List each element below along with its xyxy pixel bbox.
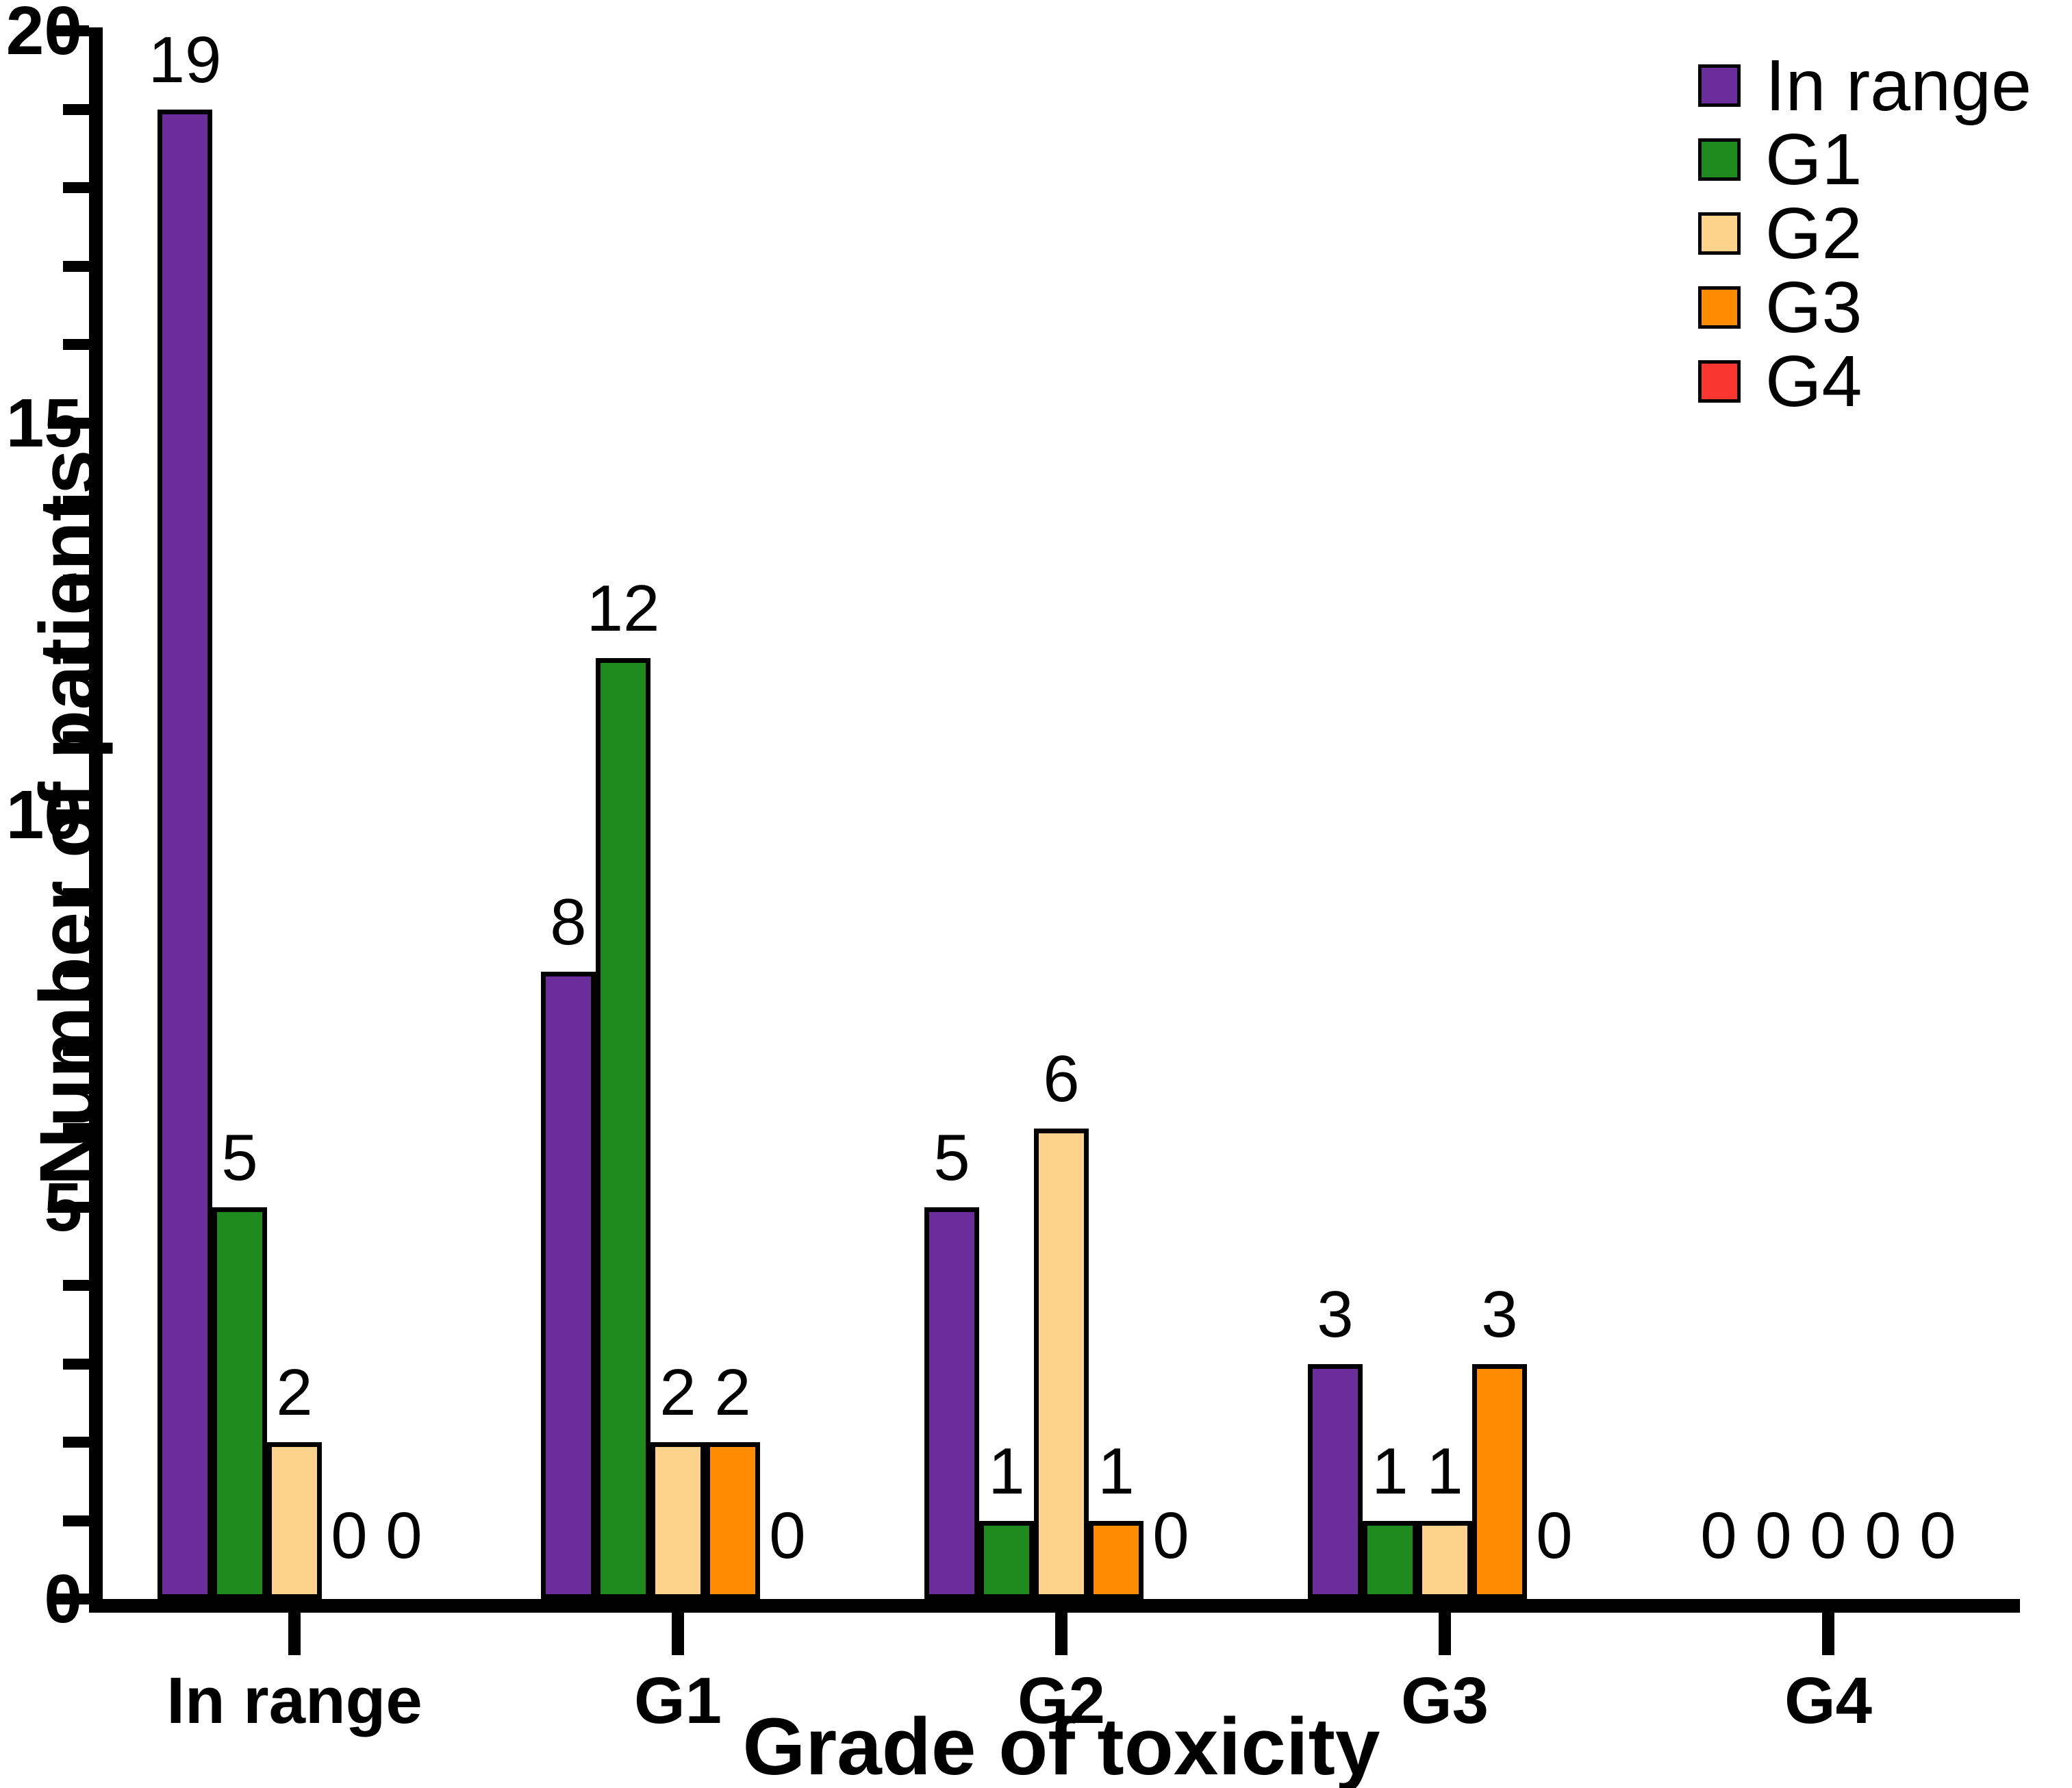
- y-tick-label: 20: [5, 0, 82, 69]
- bar-value-label: 3: [1317, 1277, 1354, 1351]
- bar-value-label: 0: [1536, 1499, 1573, 1572]
- x-tick-label: G2: [1017, 1664, 1106, 1737]
- bar-g3: [705, 1442, 760, 1599]
- x-tick-label: G1: [633, 1664, 722, 1737]
- legend-swatch-icon: [1698, 138, 1741, 181]
- legend-swatch-icon: [1698, 212, 1741, 255]
- bar-value-label: 0: [1700, 1499, 1737, 1572]
- x-axis-line: [89, 1599, 2020, 1613]
- bar-value-label: 3: [1481, 1277, 1518, 1351]
- x-tick: [1055, 1613, 1067, 1655]
- bar-value-label: 12: [586, 572, 660, 645]
- bar-g1: [979, 1520, 1034, 1599]
- bar-g2: [1417, 1520, 1472, 1599]
- y-tick-label: 10: [5, 777, 82, 853]
- x-tick-label: In range: [166, 1664, 422, 1737]
- bar-g1: [1363, 1520, 1417, 1599]
- bar-g2: [650, 1442, 705, 1599]
- bar-value-label: 8: [550, 885, 587, 959]
- y-minor-tick: [63, 1515, 89, 1526]
- bar-value-label: 1: [1372, 1434, 1408, 1508]
- bar-value-label: 6: [1043, 1042, 1080, 1116]
- y-minor-tick: [63, 1280, 89, 1291]
- bar-g1: [212, 1207, 267, 1599]
- bar-value-label: 1: [1098, 1434, 1135, 1508]
- x-tick: [288, 1613, 301, 1655]
- legend-label: G4: [1765, 341, 1862, 422]
- y-tick-label: 5: [44, 1168, 82, 1246]
- bar-g1: [596, 658, 650, 1599]
- bar-value-label: 0: [769, 1499, 806, 1572]
- legend-label: G1: [1765, 119, 1862, 200]
- y-minor-tick: [63, 653, 89, 664]
- bar-g3: [1472, 1363, 1527, 1599]
- x-tick-label: G3: [1400, 1664, 1489, 1737]
- legend-item: In range: [1698, 49, 2032, 122]
- y-axis-line: [89, 27, 103, 1613]
- bar-value-label: 0: [1865, 1499, 1902, 1572]
- y-minor-tick: [63, 260, 89, 272]
- legend-label: In range: [1765, 45, 2032, 126]
- y-minor-tick: [63, 1358, 89, 1370]
- legend: In range G1 G2 G3 G4: [1698, 49, 2032, 430]
- bar-value-label: 1: [988, 1434, 1025, 1508]
- y-minor-tick: [63, 339, 89, 350]
- x-tick: [672, 1613, 684, 1655]
- bar-value-label: 0: [1810, 1499, 1847, 1572]
- bar-in-range: [1308, 1363, 1363, 1599]
- y-minor-tick: [63, 1044, 89, 1056]
- bar-value-label: 1: [1426, 1434, 1463, 1508]
- bar-value-label: 0: [1755, 1499, 1792, 1572]
- bar-g2: [267, 1442, 322, 1599]
- y-minor-tick: [63, 1123, 89, 1134]
- legend-swatch-icon: [1698, 286, 1741, 329]
- bar-value-label: 0: [1152, 1499, 1189, 1572]
- y-minor-tick: [63, 496, 89, 507]
- y-major-tick: [48, 809, 89, 820]
- x-axis-title: Grade of toxicity: [742, 1702, 1380, 1788]
- legend-item: G2: [1698, 197, 2032, 270]
- y-minor-tick: [63, 887, 89, 899]
- bar-value-label: 2: [276, 1356, 313, 1429]
- y-minor-tick: [63, 103, 89, 115]
- bar-value-label: 5: [933, 1120, 970, 1194]
- legend-item: G1: [1698, 123, 2032, 196]
- y-tick-label: 15: [5, 384, 82, 462]
- bar-value-label: 19: [148, 23, 222, 97]
- bar-in-range: [541, 972, 596, 1599]
- legend-label: G3: [1765, 267, 1862, 348]
- bar-in-range: [924, 1207, 979, 1599]
- bar-value-label: 2: [659, 1356, 696, 1429]
- bar-in-range: [157, 109, 212, 1599]
- y-major-tick: [48, 417, 89, 429]
- y-tick-label: 0: [44, 1561, 82, 1637]
- x-tick: [1822, 1613, 1834, 1655]
- x-tick: [1439, 1613, 1451, 1655]
- legend-item: G3: [1698, 271, 2032, 344]
- legend-item: G4: [1698, 345, 2032, 418]
- bar-value-label: 0: [1919, 1499, 1956, 1572]
- y-minor-tick: [63, 1437, 89, 1448]
- y-minor-tick: [63, 966, 89, 977]
- y-major-tick: [48, 1594, 89, 1604]
- y-major-tick: [48, 25, 89, 36]
- bar-g2: [1034, 1129, 1089, 1599]
- bar-value-label: 0: [386, 1499, 422, 1572]
- x-tick-label: G4: [1784, 1664, 1873, 1737]
- y-major-tick: [48, 1201, 89, 1213]
- bar-value-label: 2: [714, 1356, 751, 1429]
- legend-swatch-icon: [1698, 64, 1741, 107]
- bar-g3: [1089, 1520, 1144, 1599]
- legend-swatch-icon: [1698, 360, 1741, 403]
- legend-label: G2: [1765, 193, 1862, 274]
- bar-value-label: 5: [221, 1120, 258, 1194]
- bar-value-label: 0: [331, 1499, 368, 1572]
- y-minor-tick: [63, 574, 89, 585]
- y-minor-tick: [63, 182, 89, 193]
- y-minor-tick: [63, 731, 89, 742]
